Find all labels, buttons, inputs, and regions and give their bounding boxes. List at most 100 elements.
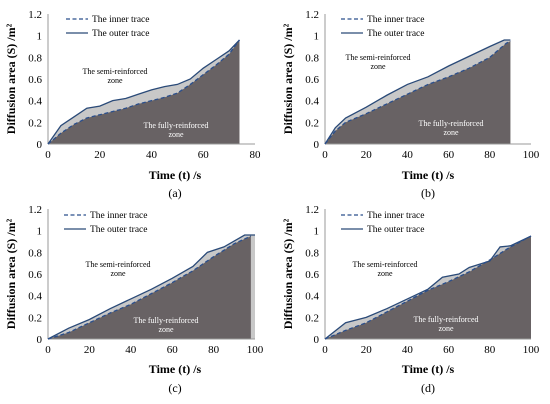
x-tick-label: 40 [146,149,158,161]
chart-panel-a: 0 0.2 0.4 0.6 0.8 1 1.2 0 20 40 60 80 Time (t) /s Dif… [4,9,261,200]
panel-label: (b) [421,186,435,200]
x-tick-label: 0 [322,149,328,161]
outer-trace-line [47,39,240,145]
legend-label-outer: The outer trace [90,225,148,235]
x-tick-label: 60 [443,149,455,161]
y-tick-label: 0 [314,139,320,151]
y-tick-label: 1 [37,226,43,238]
x-tick-label: 80 [208,344,220,356]
x-tick-label: 0 [45,344,51,356]
x-tick-label: 20 [361,344,373,356]
y-axis-title: Diffusion area (S) /m² [281,23,295,134]
x-tick-label: 60 [443,344,455,356]
legend-label-inner: The inner trace [367,211,425,221]
chart-panel-c: 0 0.2 0.4 0.6 0.8 1 1.2 0 20 40 60 80 100 Time (t) /s… [4,204,264,395]
y-axis-title: Diffusion area (S) /m² [4,23,18,134]
y-tick-label: 0.4 [28,96,42,108]
y-tick-label: 0.8 [305,247,319,259]
semi-zone-label: The semi-reinforced [85,260,150,269]
semi-zone-label: The semi-reinforced [345,53,410,62]
x-tick-label: 0 [45,149,51,161]
inner-trace-line [324,235,532,340]
outer-trace-line [324,235,532,340]
x-tick-label: 100 [523,149,540,161]
semi-zone-label-line2: zone [110,269,126,278]
y-tick-label: 0.8 [305,52,319,64]
y-tick-label: 0 [37,139,43,151]
y-tick-label: 0.6 [28,269,42,281]
fully-reinforced-area [325,236,531,339]
outer-trace-line [324,39,511,145]
y-tick-label: 0 [314,334,320,346]
full-zone-label: The fully-reinforced [133,316,198,325]
y-tick-label: 1.2 [305,204,319,216]
y-tick-label: 0.2 [28,312,42,324]
chart-panel-d: 0 0.2 0.4 0.6 0.8 1 1.2 0 20 40 60 80 100 Time (t) /s… [281,204,540,395]
x-axis-title: Time (t) /s [149,362,202,376]
x-tick-label: 80 [484,149,496,161]
x-tick-label: 20 [94,149,106,161]
legend-label-inner: The inner trace [92,15,150,25]
y-tick-label: 0.8 [28,247,42,259]
x-tick-label: 0 [322,344,328,356]
full-zone-label: The fully-reinforced [143,121,208,130]
y-tick-label: 0.8 [28,52,42,64]
full-zone-label-line2: zone [438,324,454,333]
x-axis-title: Time (t) /s [402,168,455,182]
y-axis-title: Diffusion area (S) /m² [281,218,295,329]
fully-reinforced-area [48,40,240,144]
y-tick-label: 1.2 [28,9,42,21]
y-tick-label: 0.2 [28,117,42,129]
panel-label: (c) [168,381,181,395]
x-tick-label: 40 [402,344,414,356]
inner-trace-line [47,39,240,145]
x-tick-label: 40 [402,149,414,161]
chart-panel-b: 0 0.2 0.4 0.6 0.8 1 1.2 0 20 40 60 80 100 Time (t) /s… [281,9,540,200]
x-tick-label: 80 [250,149,262,161]
y-tick-label: 0.4 [28,291,42,303]
y-tick-label: 1 [314,226,320,238]
full-zone-label-line2: zone [443,128,459,137]
legend-label-outer: The outer trace [367,225,425,235]
y-tick-label: 0.2 [305,312,319,324]
semi-zone-label-line2: zone [377,269,393,278]
outer-trace-line [47,234,255,340]
legend-label-inner: The inner trace [367,15,425,25]
x-tick-label: 100 [523,344,540,356]
y-axis-title: Diffusion area (S) /m² [4,218,18,329]
legend: The inner trace The outer trace [66,15,150,39]
y-tick-label: 1 [314,31,320,43]
inner-trace-line [324,40,511,145]
y-tick-label: 0.2 [305,117,319,129]
y-tick-label: 0.6 [305,269,319,281]
full-zone-label-line2: zone [168,130,184,139]
fully-reinforced-area [325,41,511,145]
legend-label-outer: The outer trace [367,29,425,39]
panel-label: (d) [421,381,435,395]
y-tick-label: 0.6 [305,74,319,86]
y-tick-label: 0.4 [305,291,319,303]
x-tick-label: 60 [198,149,210,161]
x-tick-label: 100 [247,344,264,356]
x-tick-label: 20 [361,149,373,161]
legend-label-outer: The outer trace [92,29,150,39]
x-tick-label: 60 [167,344,179,356]
x-axis-title: Time (t) /s [149,168,202,182]
legend-label-inner: The inner trace [90,211,148,221]
y-tick-label: 1.2 [305,9,319,21]
y-tick-label: 1.2 [28,204,42,216]
fully-reinforced-area [48,236,251,339]
inner-trace-line [47,235,252,340]
y-tick-label: 0.6 [28,74,42,86]
full-zone-label: The fully-reinforced [413,315,478,324]
full-zone-label: The fully-reinforced [418,119,483,128]
y-tick-label: 0.4 [305,96,319,108]
semi-zone-label: The semi-reinforced [82,67,147,76]
semi-zone-label: The semi-reinforced [352,260,417,269]
x-axis-title: Time (t) /s [402,362,455,376]
panel-label: (a) [168,186,181,200]
x-tick-label: 20 [84,344,96,356]
legend: The inner trace The outer trace [341,211,425,235]
y-tick-label: 0 [37,334,43,346]
